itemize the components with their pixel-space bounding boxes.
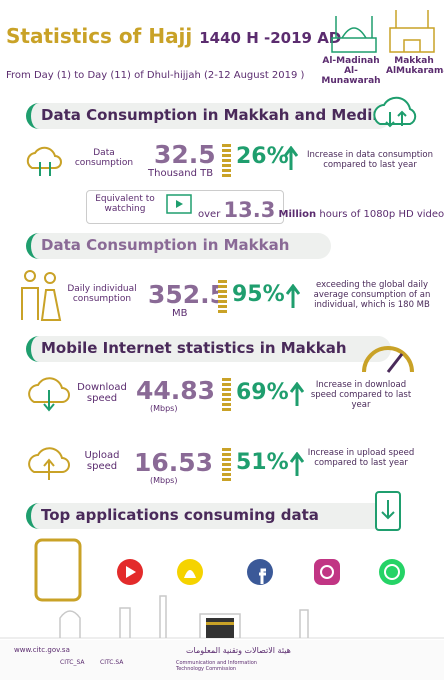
speedometer-icon xyxy=(362,346,414,373)
metric-value: 44.83 xyxy=(136,376,216,405)
metric-label: Daily individual consumption xyxy=(67,284,137,304)
metric-unit: Thousand TB xyxy=(148,168,214,179)
description: Increase in upload speed compared to las… xyxy=(307,448,415,468)
play-icon xyxy=(166,194,192,214)
metric-value: 16.53 xyxy=(134,448,214,477)
website: www.citc.gov.sa xyxy=(14,646,70,654)
section-header: Data Consumption in Makkah xyxy=(26,233,331,259)
up-arrow xyxy=(290,452,304,476)
section-title: Mobile Internet statistics in Makkah xyxy=(41,339,347,357)
percent: 95% xyxy=(232,282,285,307)
upload-icon xyxy=(28,447,70,480)
metric-label: Download speed xyxy=(77,382,127,404)
metric-unit: MB xyxy=(172,308,188,319)
up-arrow xyxy=(290,382,304,406)
cloud-icon xyxy=(26,146,62,176)
app-icons xyxy=(34,538,405,602)
title-date: 1440 H -2019 AD xyxy=(199,29,342,47)
up-arrow xyxy=(284,146,298,170)
social: CITC.SA xyxy=(100,659,124,666)
section-header: Top applications consuming data xyxy=(26,503,391,529)
org-arabic: هيئة الاتصالات وتقنية المعلومات xyxy=(186,646,291,655)
download-icon xyxy=(28,377,70,412)
city-label: Makkah AlMukarama xyxy=(386,56,444,76)
footer xyxy=(0,640,444,680)
percent: 26% xyxy=(236,144,289,169)
meter xyxy=(218,280,227,314)
people-icon xyxy=(21,270,62,321)
unit: Million xyxy=(278,209,317,220)
value: 13.3 xyxy=(223,198,276,222)
up-arrow xyxy=(286,284,300,308)
metric-unit: (Mbps) xyxy=(150,476,178,485)
section-title: Data Consumption in Makkah and Medina xyxy=(41,106,394,124)
metric-label: Data consumption xyxy=(74,148,134,168)
equivalent-text: over 13.3 Million hours of 1080p HD vide… xyxy=(198,198,444,222)
cloud-icon xyxy=(373,96,417,128)
section-title: Top applications consuming data xyxy=(41,506,319,524)
city-label: Al-Madinah Al-Munawarah xyxy=(321,56,381,86)
description: Increase in download speed compared to l… xyxy=(310,380,412,410)
social: CITC_SA xyxy=(60,659,85,666)
metric-unit: (Mbps) xyxy=(150,404,178,413)
section-title: Data Consumption in Makkah xyxy=(41,236,290,254)
title-main: Statistics of Hajj xyxy=(6,24,193,48)
metric-value: 352.5 xyxy=(148,280,228,309)
meter xyxy=(222,448,231,482)
description: Increase in data consumption compared to… xyxy=(306,150,433,170)
equivalent-box xyxy=(86,190,284,224)
phone-download-icon xyxy=(375,491,401,531)
percent: 51% xyxy=(236,450,289,475)
skyline xyxy=(0,595,444,639)
prefix: over xyxy=(198,209,221,220)
description: exceeding the global daily average consu… xyxy=(313,280,431,310)
mosque-icons xyxy=(331,10,435,53)
title: Statistics of Hajj 1440 H -2019 AD xyxy=(6,24,341,48)
metric-label: Upload speed xyxy=(84,450,120,472)
org-english: Communication and Information Technology… xyxy=(176,660,257,672)
metric-value: 32.5 xyxy=(154,140,216,169)
meter xyxy=(222,378,231,412)
suffix: hours of 1080p HD videos xyxy=(319,209,444,220)
subtitle: From Day (1) to Day (11) of Dhul-hijjah … xyxy=(6,70,305,81)
section-header: Mobile Internet statistics in Makkah xyxy=(26,336,391,362)
equivalent-label: Equivalent to watching xyxy=(95,194,155,214)
meter xyxy=(222,144,231,178)
percent: 69% xyxy=(236,380,289,405)
section-header: Data Consumption in Makkah and Medina xyxy=(26,103,394,129)
